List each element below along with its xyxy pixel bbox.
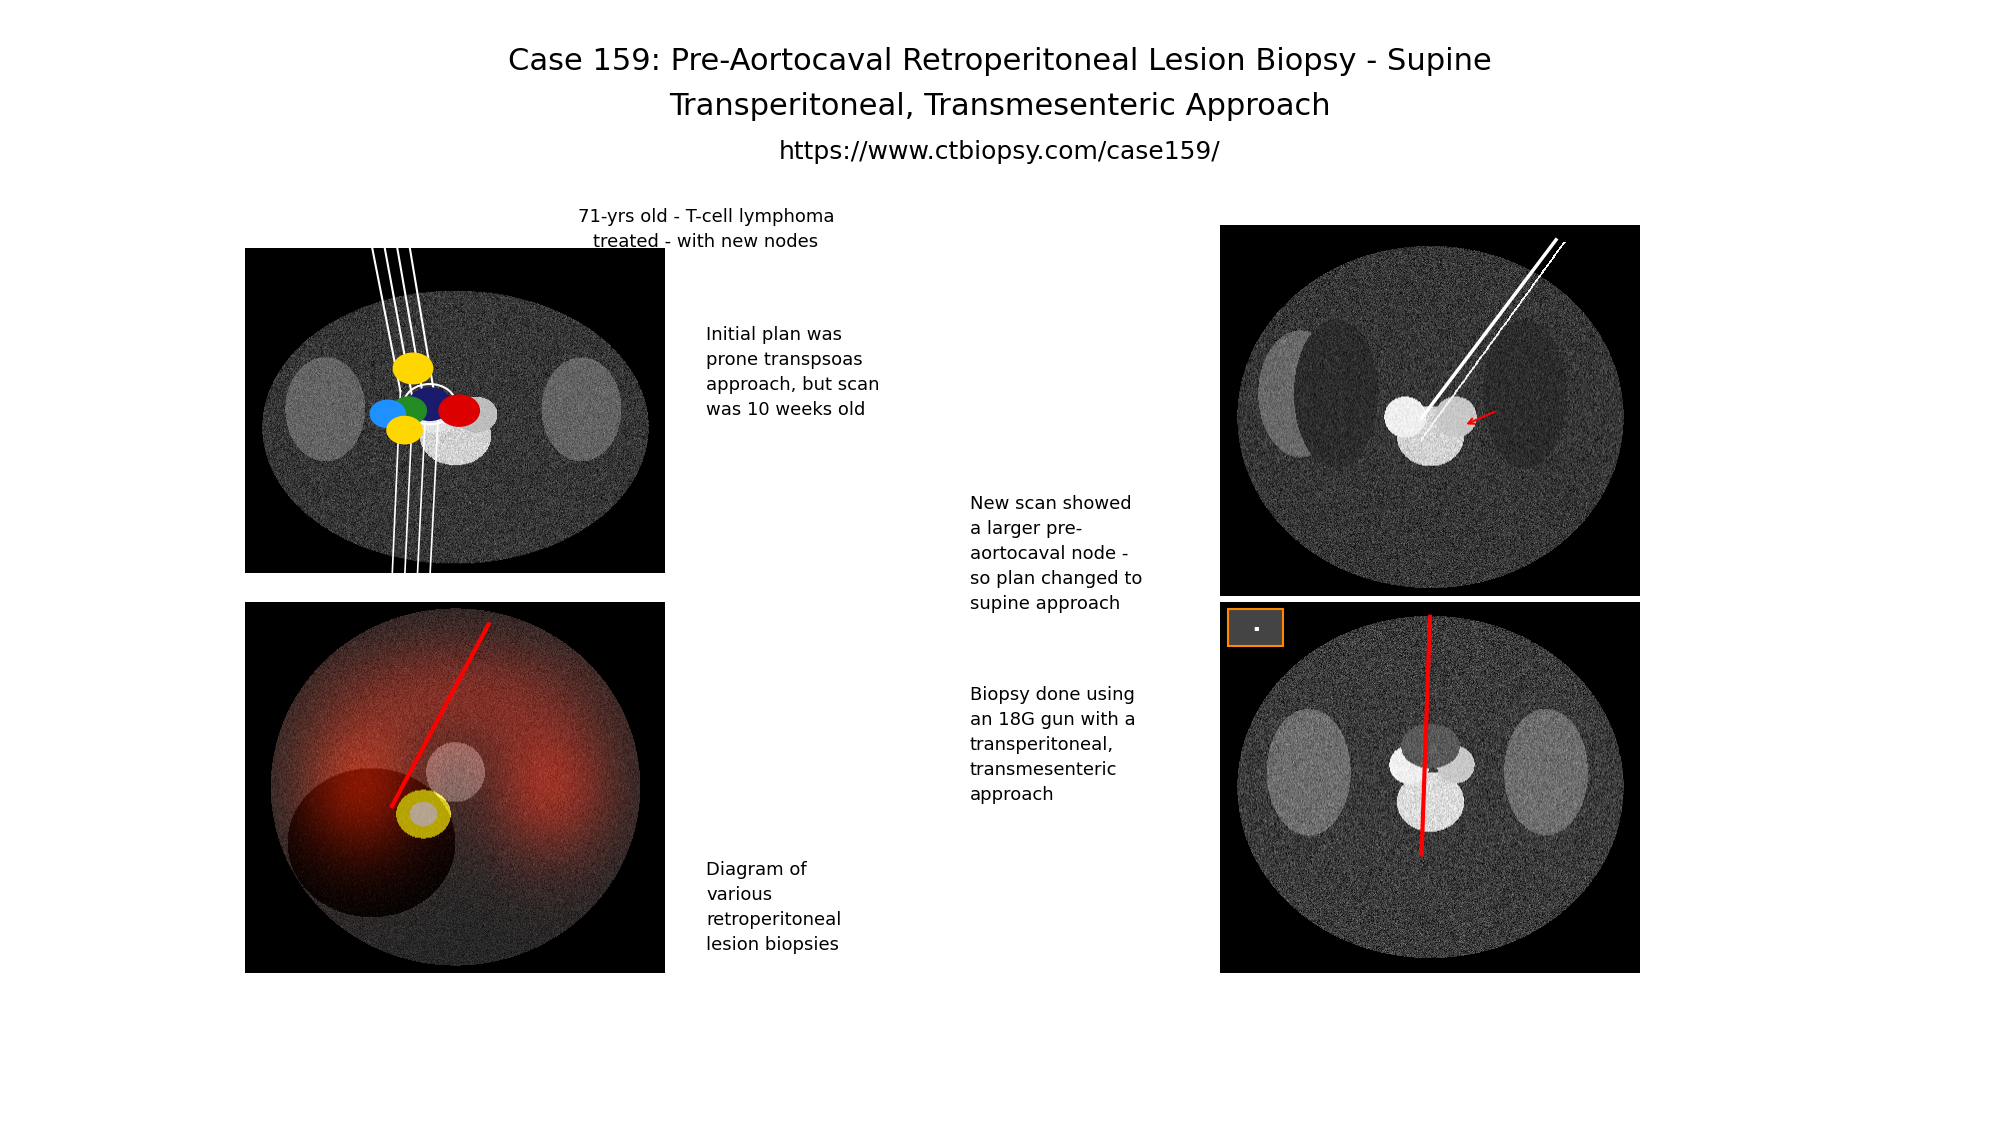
Circle shape: [394, 353, 432, 384]
Text: https://www.ctbiopsy.com/case159/: https://www.ctbiopsy.com/case159/: [780, 140, 1220, 164]
Circle shape: [440, 395, 480, 426]
Text: Diagram of
various
retroperitoneal
lesion biopsies: Diagram of various retroperitoneal lesio…: [706, 861, 842, 954]
Text: Transperitoneal, Transmesenteric Approach: Transperitoneal, Transmesenteric Approac…: [670, 92, 1330, 122]
Text: Biopsy done using
an 18G gun with a
transperitoneal,
transmesenteric
approach: Biopsy done using an 18G gun with a tran…: [970, 686, 1136, 804]
Text: Initial plan was
prone transpsoas
approach, but scan
was 10 weeks old: Initial plan was prone transpsoas approa…: [706, 326, 880, 420]
Text: ▪: ▪: [1252, 623, 1258, 632]
Circle shape: [370, 400, 406, 428]
Text: New scan showed
a larger pre-
aortocaval node -
so plan changed to
supine approa: New scan showed a larger pre- aortocaval…: [970, 495, 1142, 613]
Text: 71-yrs old - T-cell lymphoma
treated - with new nodes: 71-yrs old - T-cell lymphoma treated - w…: [578, 208, 834, 251]
Circle shape: [408, 388, 450, 421]
Text: Case 159: Pre-Aortocaval Retroperitoneal Lesion Biopsy - Supine: Case 159: Pre-Aortocaval Retroperitoneal…: [508, 47, 1492, 76]
Circle shape: [392, 397, 426, 424]
Bar: [1228, 610, 1284, 647]
Circle shape: [386, 416, 422, 443]
